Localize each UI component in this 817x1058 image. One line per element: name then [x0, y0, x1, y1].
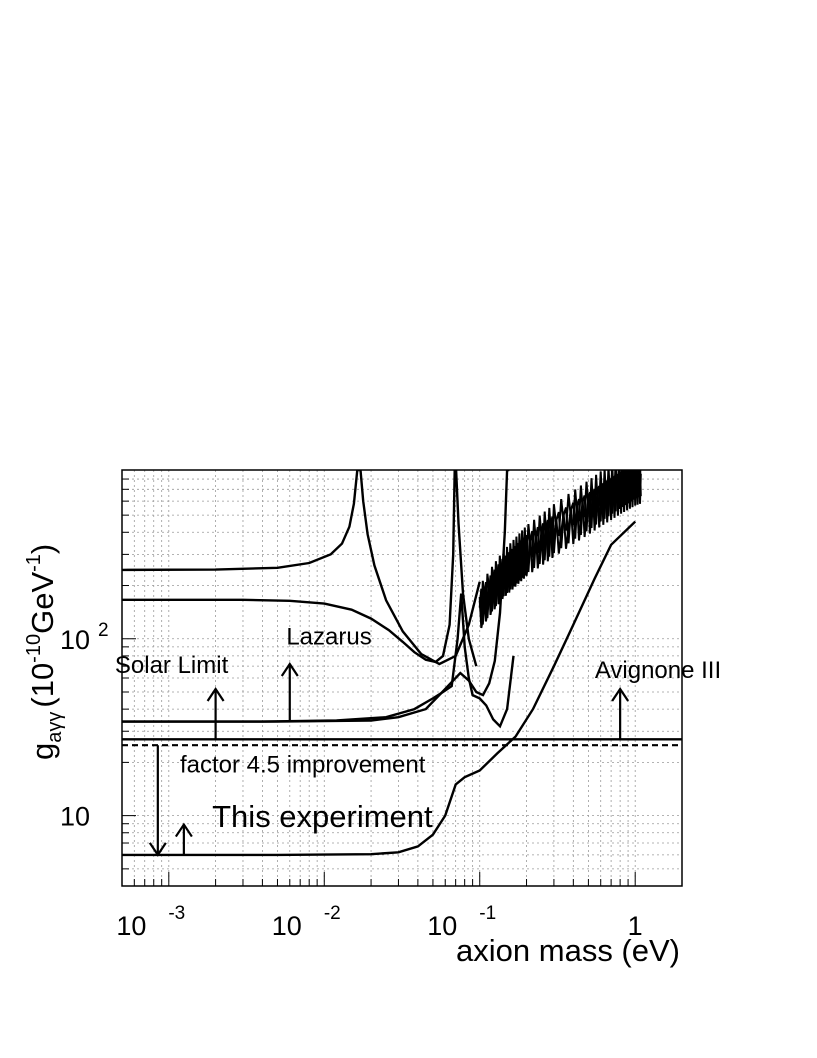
arrow-head — [280, 662, 299, 677]
x-tick-label: 1 — [628, 911, 643, 941]
y-label-unit-open: (10 — [25, 663, 60, 708]
limit-curve-4 — [122, 593, 515, 729]
grid — [122, 470, 682, 886]
annotation-solar-limit: Solar Limit — [115, 652, 229, 679]
limit-curve-band — [478, 470, 642, 622]
x-tick-label: 10 -2 — [272, 903, 341, 941]
y-label-exp2: -1 — [23, 554, 45, 572]
arrow-head — [611, 687, 630, 702]
y-label-main: g — [25, 743, 60, 760]
arrows — [148, 662, 630, 857]
x-tick-label: 10 -1 — [427, 903, 496, 941]
x-tick-label: 10 -3 — [116, 903, 185, 941]
annotation-avignone-iii: Avignone III — [595, 657, 721, 684]
limit-curve-6 — [122, 520, 637, 857]
arrow-head — [148, 842, 167, 857]
svg-text:gaγγ(10-10GeV-1): gaγγ (10-10GeV-1) — [23, 544, 66, 760]
annotation-this-experiment: This experiment — [212, 799, 433, 834]
axis-ticks: 10 -3 10 -2 10 -1 1 10 10 2 — [60, 469, 683, 941]
limit-curve-2 — [122, 470, 478, 667]
arrow-head — [206, 687, 225, 702]
y-tick-label: 10 — [60, 802, 90, 832]
y-label-subscript: aγγ — [44, 712, 66, 743]
y-label-unit-close: ) — [25, 544, 60, 554]
y-label-unit-mid: GeV — [25, 572, 60, 634]
y-label-exp1: -10 — [23, 634, 45, 663]
annotation-factor-improvement: factor 4.5 improvement — [180, 752, 426, 779]
curves — [122, 470, 682, 857]
arrow-head — [174, 822, 193, 838]
y-axis-label: gaγγ (10-10GeV-1) — [23, 544, 66, 760]
y-tick-label: 10 2 — [60, 620, 109, 655]
x-axis-label: axion mass (eV) — [456, 933, 680, 968]
annotation-lazarus: Lazarus — [286, 623, 371, 650]
